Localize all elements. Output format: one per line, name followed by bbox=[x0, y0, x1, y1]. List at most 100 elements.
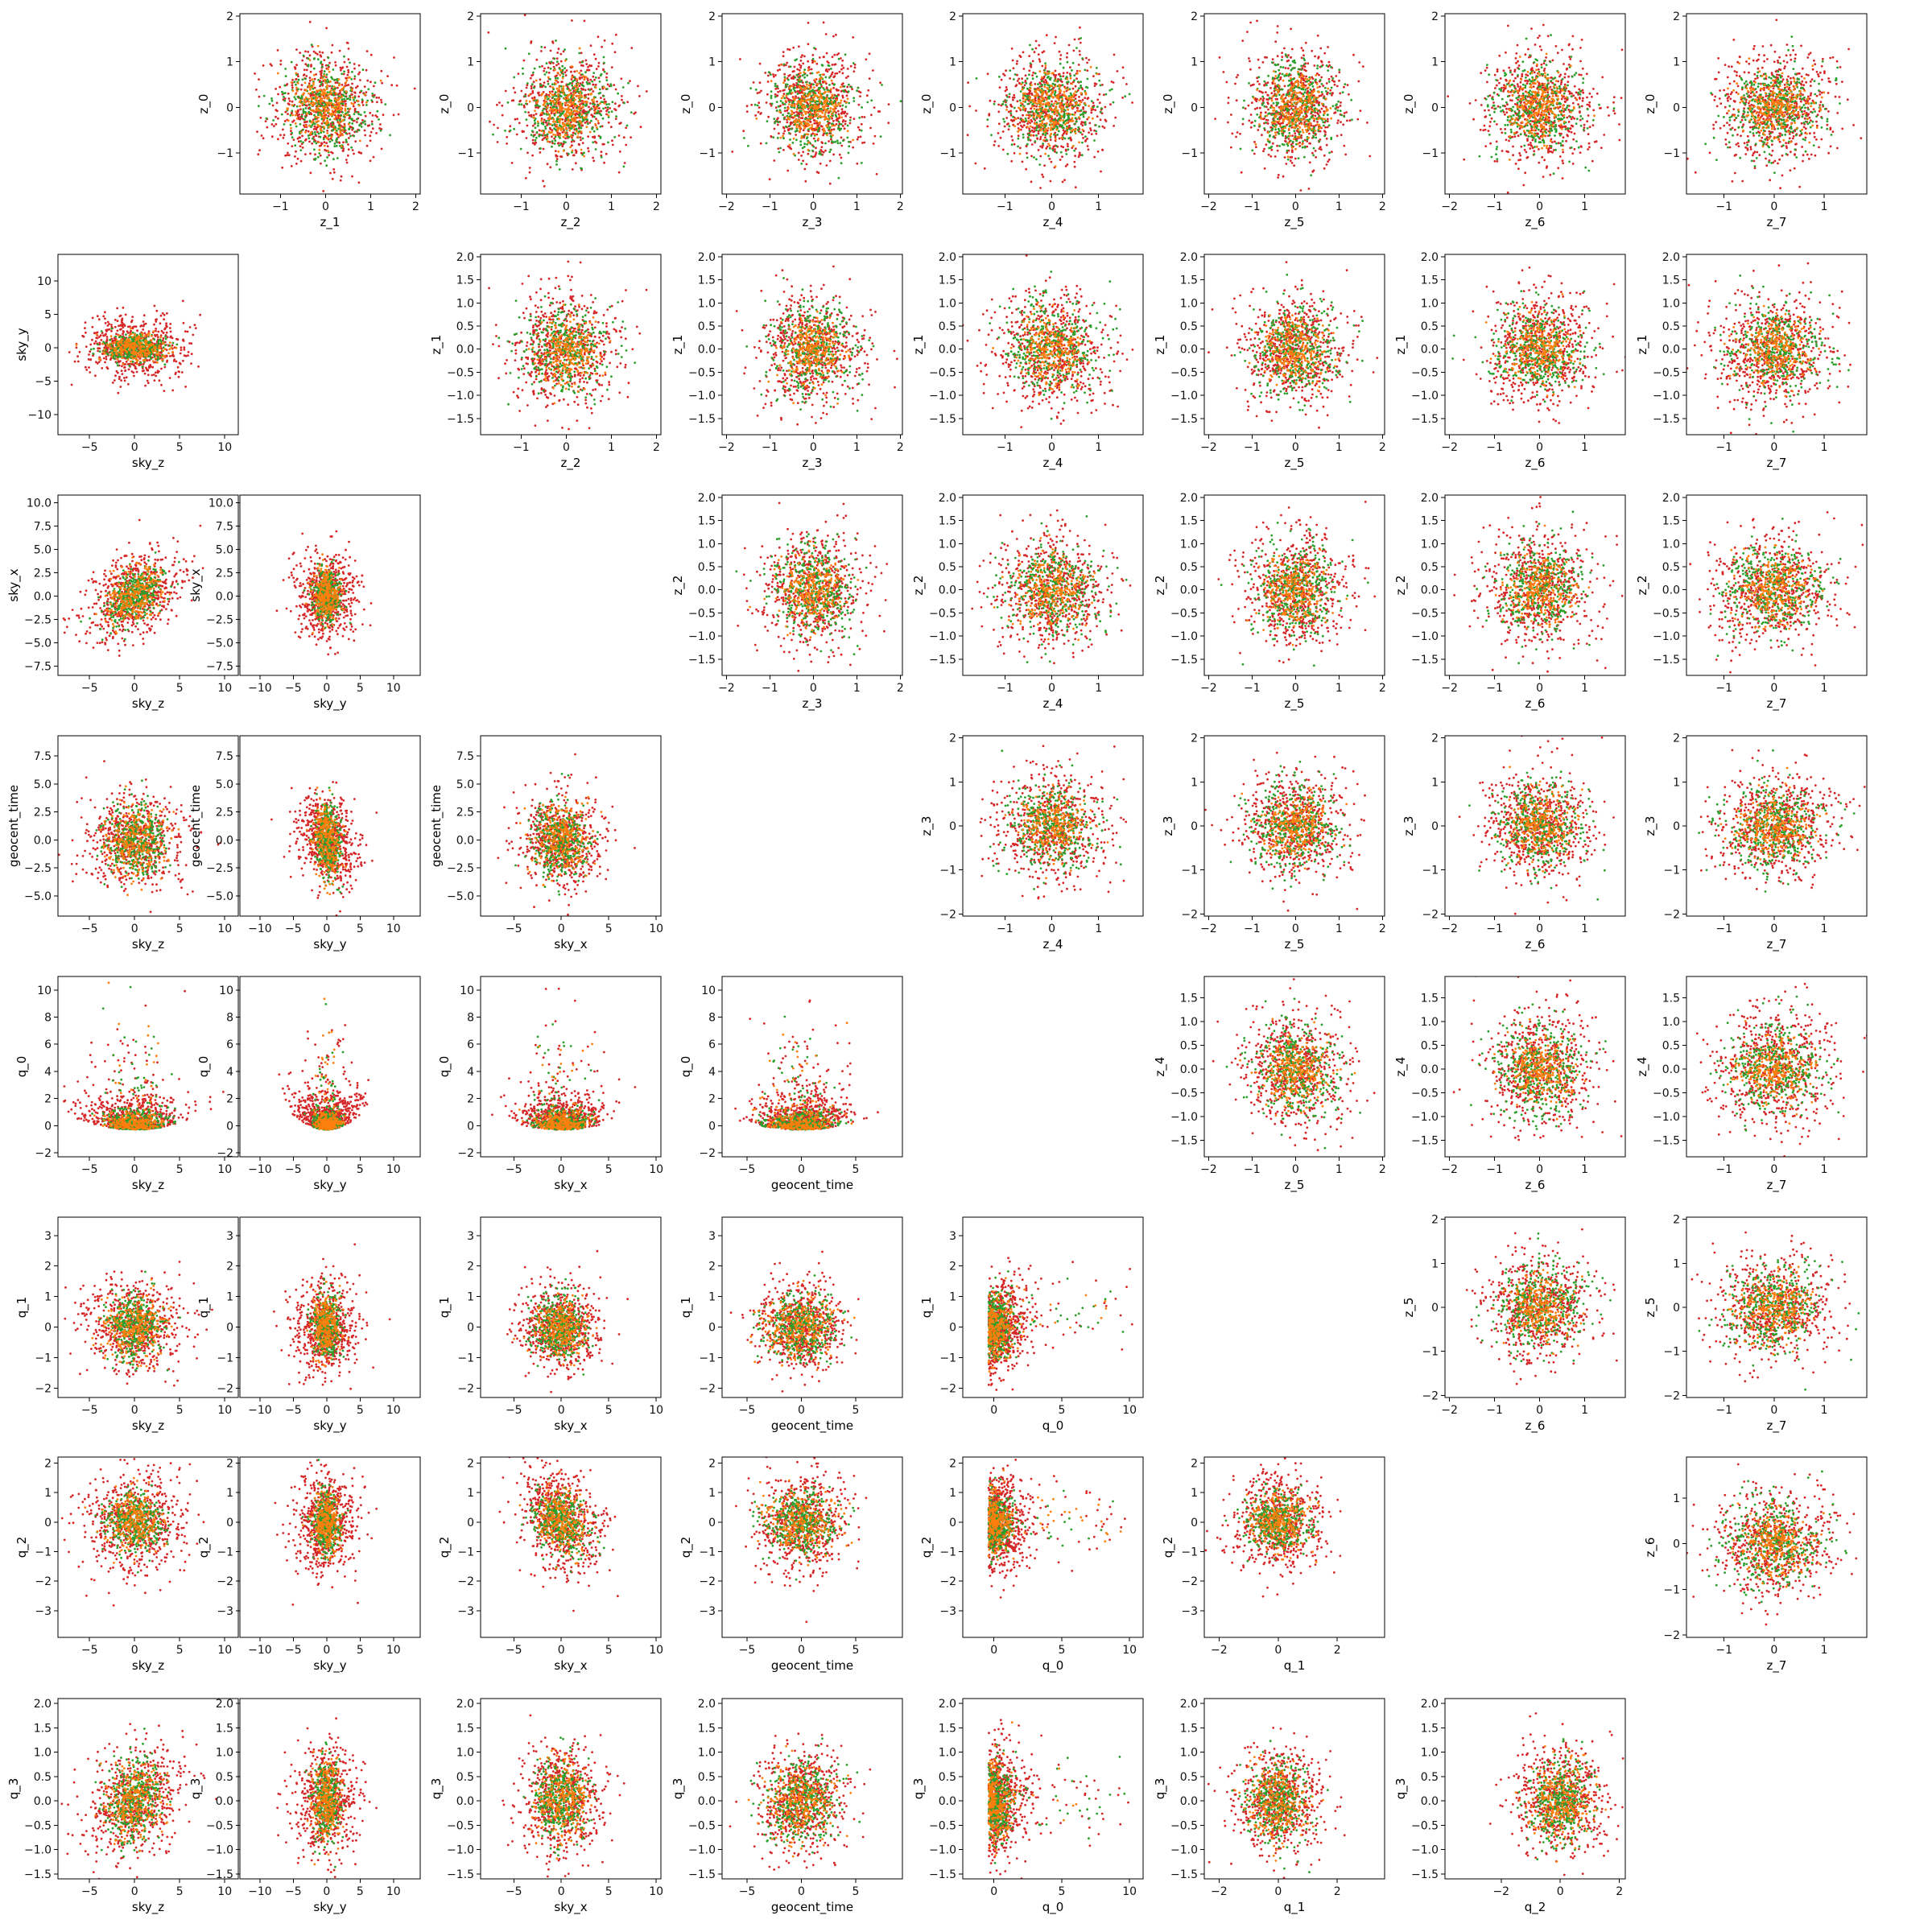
data-point bbox=[295, 87, 298, 89]
data-point bbox=[998, 122, 1001, 125]
data-point bbox=[1038, 70, 1041, 72]
data-point bbox=[831, 122, 833, 125]
data-point bbox=[496, 104, 498, 106]
data-point bbox=[588, 89, 591, 92]
data-point bbox=[814, 119, 816, 122]
data-point bbox=[599, 80, 601, 83]
data-point bbox=[777, 137, 779, 139]
data-point bbox=[593, 137, 596, 139]
data-point bbox=[575, 128, 577, 130]
data-point bbox=[601, 156, 603, 159]
data-point bbox=[1099, 93, 1101, 96]
data-point bbox=[1038, 163, 1041, 166]
data-point bbox=[272, 105, 275, 107]
data-point bbox=[811, 61, 814, 64]
data-point bbox=[803, 97, 806, 99]
data-point bbox=[544, 126, 547, 128]
data-point bbox=[788, 103, 791, 105]
data-point bbox=[597, 122, 600, 125]
data-point bbox=[333, 85, 336, 88]
x-tick-label: 2 bbox=[412, 200, 419, 213]
data-point bbox=[986, 118, 989, 121]
data-point bbox=[845, 101, 848, 104]
data-point bbox=[1026, 143, 1029, 146]
data-point bbox=[1061, 125, 1063, 127]
data-point bbox=[614, 102, 617, 105]
data-point bbox=[295, 93, 297, 96]
data-point bbox=[1084, 123, 1087, 126]
data-point bbox=[803, 146, 806, 148]
data-point bbox=[259, 117, 262, 119]
data-point bbox=[1079, 103, 1081, 105]
data-point bbox=[567, 97, 569, 100]
data-point bbox=[803, 73, 806, 76]
data-point bbox=[1066, 129, 1068, 131]
data-point bbox=[291, 145, 293, 147]
data-point bbox=[819, 110, 822, 113]
data-point bbox=[1074, 111, 1076, 114]
data-point bbox=[328, 115, 330, 118]
data-point bbox=[1041, 120, 1043, 122]
data-point bbox=[1045, 97, 1047, 99]
data-point bbox=[584, 122, 587, 124]
data-point bbox=[539, 66, 541, 68]
data-point bbox=[555, 129, 557, 131]
data-point bbox=[811, 54, 814, 56]
data-point bbox=[804, 122, 807, 124]
data-point bbox=[312, 138, 314, 140]
data-point bbox=[299, 105, 301, 107]
data-point bbox=[541, 93, 543, 95]
data-point bbox=[820, 76, 823, 79]
data-point bbox=[858, 129, 861, 131]
data-point bbox=[803, 76, 806, 79]
data-point bbox=[583, 104, 585, 106]
data-point bbox=[566, 110, 568, 113]
data-point bbox=[849, 119, 852, 122]
data-point bbox=[829, 160, 832, 163]
data-point bbox=[1091, 100, 1093, 102]
data-point bbox=[1035, 123, 1038, 126]
data-point bbox=[579, 121, 581, 123]
data-point bbox=[1028, 111, 1030, 114]
data-point bbox=[575, 113, 577, 115]
data-point bbox=[344, 96, 346, 98]
data-point bbox=[295, 110, 297, 113]
data-point bbox=[794, 66, 796, 68]
data-point bbox=[353, 78, 356, 80]
data-point bbox=[564, 125, 567, 127]
data-point bbox=[997, 110, 1000, 113]
data-point bbox=[547, 67, 550, 69]
data-point bbox=[1070, 130, 1072, 132]
data-point bbox=[1038, 44, 1040, 47]
data-point bbox=[324, 70, 326, 72]
data-point bbox=[279, 86, 281, 89]
data-point bbox=[975, 109, 977, 112]
data-point bbox=[1266, 101, 1269, 104]
data-point bbox=[348, 58, 350, 60]
data-point bbox=[646, 90, 648, 93]
data-point bbox=[1031, 74, 1034, 76]
data-point bbox=[824, 115, 826, 118]
data-point bbox=[325, 64, 328, 67]
data-point bbox=[1081, 134, 1084, 136]
data-point bbox=[549, 166, 551, 168]
data-point bbox=[1033, 156, 1035, 159]
data-point bbox=[275, 116, 277, 118]
data-point bbox=[1087, 97, 1089, 99]
data-point bbox=[1038, 109, 1041, 111]
data-point bbox=[302, 93, 304, 96]
data-point bbox=[1035, 92, 1038, 94]
data-point bbox=[304, 116, 307, 118]
data-point bbox=[324, 159, 326, 162]
data-point bbox=[531, 130, 534, 132]
data-point bbox=[521, 103, 523, 105]
data-point bbox=[353, 103, 355, 105]
data-point bbox=[861, 162, 863, 164]
data-point bbox=[1049, 147, 1051, 150]
data-point bbox=[273, 125, 275, 127]
data-point bbox=[332, 168, 335, 171]
data-point bbox=[824, 142, 827, 145]
data-point bbox=[566, 69, 568, 72]
data-point bbox=[341, 88, 344, 90]
